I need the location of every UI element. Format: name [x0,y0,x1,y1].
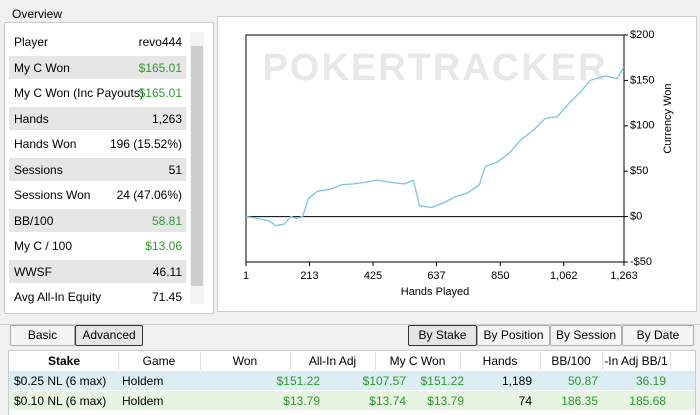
row-bg [9,391,695,410]
stat-label: Sessions [14,162,63,177]
stat-value: 51 [168,162,182,177]
column-header[interactable]: BB/100 [551,354,591,368]
stat-label: Player [14,35,49,49]
y-axis-label: Currency Won [662,83,674,153]
divider [0,324,700,325]
stat-value: $165.01 [138,86,182,100]
stat-label: WWSF [14,264,52,279]
row-shade [9,55,186,79]
y-tick-label: $100 [630,120,654,132]
column-header[interactable]: -In Adj BB/1 [604,354,668,368]
table-cell: $0.10 NL (6 max) [14,394,107,408]
x-tick-label: 850 [491,270,509,282]
scrollbar[interactable] [190,32,204,304]
y-tick-label: $150 [630,74,654,86]
stat-value: 71.45 [151,290,182,304]
table-cell: $13.79 [283,394,320,408]
x-tick-label: 1,263 [610,270,638,282]
table-cell: $13.79 [427,394,464,408]
stat-label: Avg All-In Equity [14,290,102,304]
column-separator [290,352,291,370]
graph-panel [217,16,697,312]
x-tick-label: 1,062 [550,270,578,282]
tab[interactable]: By Session [550,325,622,346]
column-separator [602,352,603,370]
tab[interactable]: By Stake [408,325,477,346]
tab[interactable]: Advanced [75,325,143,346]
watermark: POKERTRACKER [263,47,608,89]
stat-label: BB/100 [14,213,54,228]
stat-label: My C Won [14,60,70,75]
row-shade [9,208,186,232]
column-header[interactable]: My C Won [389,354,446,368]
column-separator [460,352,461,370]
y-tick-label: $50 [630,165,648,177]
table-cell: 74 [518,394,532,408]
x-tick-label: 425 [364,270,382,282]
scroll-thumb[interactable] [191,46,203,286]
stat-value: 1,263 [151,111,182,126]
table-cell: $0.25 NL (6 max) [14,374,107,388]
y-tick-label: -$50 [630,256,652,268]
row-shade [9,157,186,181]
y-tick-label: $0 [630,211,642,223]
y-tick-label: $200 [630,29,654,41]
column-header[interactable]: Stake [47,354,81,368]
table-cell: 50.87 [567,374,598,388]
tab[interactable]: Basic [10,325,75,346]
table-cell: $13.74 [369,394,406,408]
column-header[interactable]: Hands [482,354,518,368]
table-cell: 1,189 [501,374,532,388]
column-separator [200,352,201,370]
x-axis-label: Hands Played [401,286,470,298]
x-tick-label: 637 [427,270,445,282]
stat-value: 196 (15.52%) [109,137,182,151]
table-cell: 186.35 [561,394,598,408]
stat-label: Hands Won [14,137,77,151]
tab[interactable]: By Date [622,325,694,346]
line-series [245,66,625,227]
plot-area [245,34,625,263]
x-tick-label: 213 [300,270,318,282]
table-cell: 185.68 [629,394,666,408]
column-separator [540,352,541,370]
table-cell: $151.22 [420,374,464,388]
column-separator [670,352,671,370]
column-separator [375,352,376,370]
stat-value: 24 (47.06%) [116,188,182,202]
table-cell: Holdem [122,374,164,388]
stat-value: 58.81 [151,213,182,228]
table-cell: $107.57 [362,374,406,388]
row-shade [9,259,186,283]
stat-label: Hands [14,111,49,126]
x-tick-label: 1 [243,270,249,282]
row-bg [9,371,695,390]
column-separator [118,352,119,370]
stat-value: 46.11 [152,264,182,279]
table-cell: $151.22 [276,374,320,388]
stat-label: Sessions Won [14,188,91,202]
tab[interactable]: By Position [477,325,550,346]
stat-value: revo444 [138,35,182,49]
stat-value: $165.01 [138,60,182,75]
stat-label: My C Won (Inc Payouts) [14,86,144,100]
column-header[interactable]: Won [232,354,258,368]
table-cell: Holdem [122,394,164,408]
column-header[interactable]: Game [142,354,176,368]
row-shade [9,106,186,130]
stat-label: My C / 100 [14,239,73,253]
table-cell: 36.19 [635,374,666,388]
stat-value: $13.06 [145,239,182,253]
column-header[interactable]: All-In Adj [308,354,357,368]
overview-title: Overview [10,7,65,21]
